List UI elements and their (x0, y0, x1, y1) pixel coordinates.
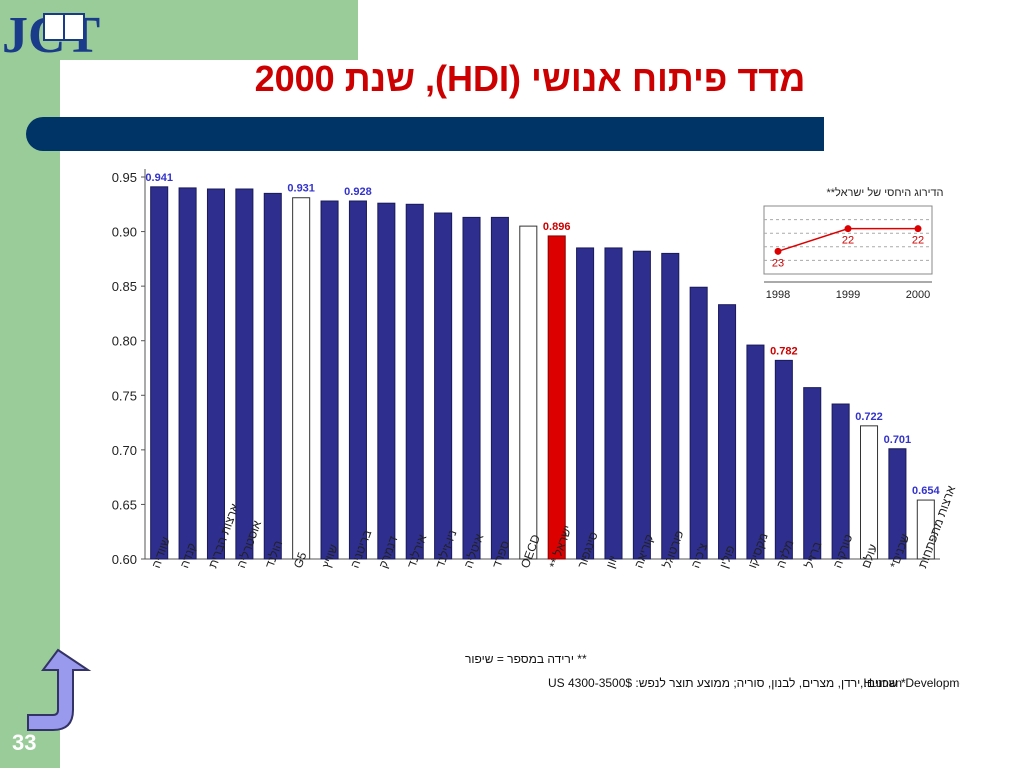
footnote-ranking: ** ירידה במספר = שיפור (465, 652, 587, 666)
data-label: 0.722 (855, 411, 883, 423)
inset-point (844, 225, 852, 233)
bar (405, 203, 424, 560)
bar (831, 403, 850, 560)
slide-number: 33 (12, 730, 37, 755)
y-tick-label: 0.95 (112, 170, 137, 185)
bar (632, 250, 651, 560)
data-label: 0.896 (543, 221, 571, 233)
inset-point-label: 23 (772, 257, 784, 269)
y-tick-label: 0.65 (112, 497, 137, 512)
bar (320, 200, 339, 560)
y-tick-label: 0.70 (112, 443, 137, 458)
data-label: 0.941 (145, 172, 173, 184)
inset-point-label: 22 (842, 235, 854, 247)
bar (263, 192, 282, 560)
inset-x-tick-label: 1998 (766, 289, 790, 301)
y-tick-label: 0.60 (112, 552, 137, 567)
data-label: 0.782 (770, 345, 798, 357)
bar (604, 247, 623, 560)
bar (235, 188, 254, 560)
inset-frame (763, 205, 933, 275)
bar (519, 225, 538, 560)
bar (746, 344, 765, 560)
bar (462, 216, 481, 560)
bar (689, 286, 708, 560)
data-label: 0.654 (912, 485, 940, 497)
y-tick-label: 0.85 (112, 279, 137, 294)
bar (576, 247, 595, 560)
bar (348, 200, 367, 560)
bar (916, 499, 935, 560)
inset-title: הדירוג היחסי של ישראל** (826, 186, 943, 199)
y-tick-label: 0.80 (112, 334, 137, 349)
bar (377, 202, 396, 560)
category-label: יוון (603, 554, 620, 571)
inset-point-label: 22 (912, 235, 924, 247)
inset-x-tick-label: 2000 (906, 289, 930, 301)
jct-logo: JCT (2, 7, 100, 58)
bar (774, 359, 793, 560)
data-label: 0.931 (287, 183, 315, 195)
y-tick-label: 0.90 (112, 225, 137, 240)
inset-x-tick-label: 1999 (836, 289, 860, 301)
bar (150, 186, 169, 560)
bar (178, 187, 197, 560)
bar (434, 212, 453, 560)
bar (860, 425, 879, 560)
back-arrow-icon[interactable] (18, 640, 108, 740)
bar (661, 252, 680, 560)
footnote-source: מקור: Human Development Report2002, (860, 676, 960, 690)
bar (888, 448, 907, 560)
bar (803, 387, 822, 560)
bar (718, 304, 737, 560)
inset-point (774, 247, 782, 255)
bar (490, 216, 509, 560)
bar (206, 188, 225, 560)
title-underline-band (26, 117, 824, 151)
footnote-neighbors: * שכנים: ירדן, מצרים, לבנון, סוריה; ממוצ… (548, 676, 906, 690)
bar (292, 197, 311, 560)
data-label: 0.928 (344, 186, 372, 198)
category-label: G5 (291, 550, 310, 570)
y-tick-label: 0.75 (112, 388, 137, 403)
slide-title: מדד פיתוח אנושי (HDI), שנת 2000 (254, 58, 806, 99)
data-label: 0.701 (884, 434, 912, 446)
bar (547, 235, 566, 560)
inset-point (914, 225, 922, 233)
